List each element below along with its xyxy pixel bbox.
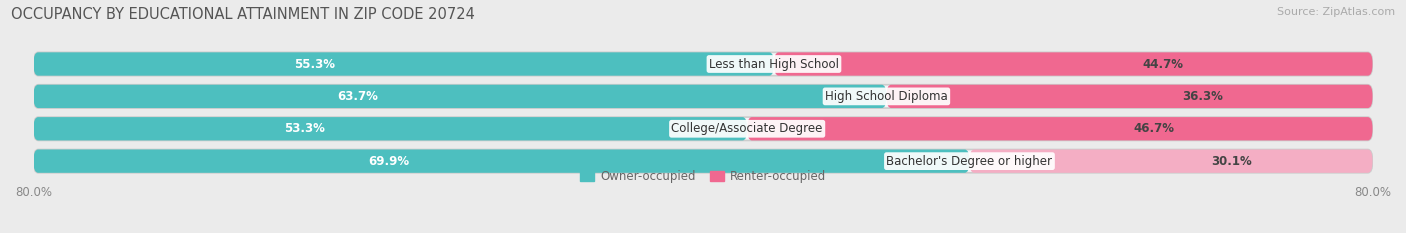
FancyBboxPatch shape [34, 52, 1372, 76]
Text: Source: ZipAtlas.com: Source: ZipAtlas.com [1277, 7, 1395, 17]
Text: 36.3%: 36.3% [1182, 90, 1223, 103]
Text: 30.1%: 30.1% [1211, 155, 1251, 168]
Text: 44.7%: 44.7% [1143, 58, 1184, 71]
FancyBboxPatch shape [34, 85, 1372, 108]
Text: Bachelor's Degree or higher: Bachelor's Degree or higher [886, 155, 1053, 168]
Text: Less than High School: Less than High School [709, 58, 839, 71]
Text: High School Diploma: High School Diploma [825, 90, 948, 103]
FancyBboxPatch shape [34, 52, 773, 76]
Text: 69.9%: 69.9% [368, 155, 409, 168]
FancyBboxPatch shape [773, 52, 1372, 76]
Text: 63.7%: 63.7% [337, 90, 378, 103]
FancyBboxPatch shape [886, 85, 1372, 108]
FancyBboxPatch shape [34, 150, 1372, 173]
Text: 55.3%: 55.3% [294, 58, 336, 71]
FancyBboxPatch shape [34, 150, 970, 173]
Text: OCCUPANCY BY EDUCATIONAL ATTAINMENT IN ZIP CODE 20724: OCCUPANCY BY EDUCATIONAL ATTAINMENT IN Z… [11, 7, 475, 22]
Text: College/Associate Degree: College/Associate Degree [672, 122, 823, 135]
FancyBboxPatch shape [970, 150, 1372, 173]
FancyBboxPatch shape [34, 85, 886, 108]
Legend: Owner-occupied, Renter-occupied: Owner-occupied, Renter-occupied [575, 165, 831, 187]
Text: 46.7%: 46.7% [1133, 122, 1174, 135]
FancyBboxPatch shape [34, 117, 747, 140]
FancyBboxPatch shape [34, 117, 1372, 140]
Text: 53.3%: 53.3% [284, 122, 325, 135]
FancyBboxPatch shape [747, 117, 1372, 140]
